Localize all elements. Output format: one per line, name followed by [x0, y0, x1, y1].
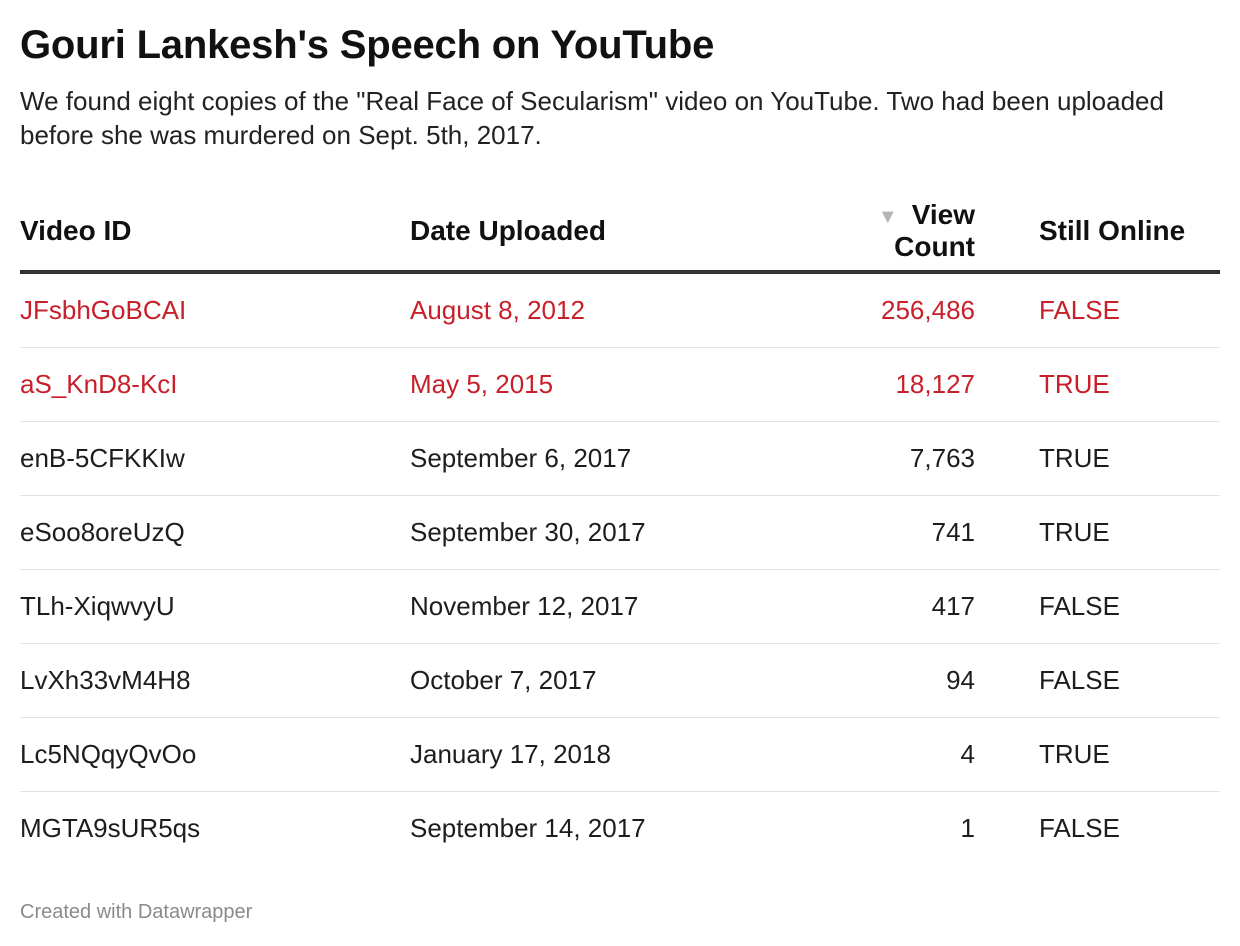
- cell-date-uploaded: October 7, 2017: [410, 643, 800, 718]
- cell-date-uploaded: September 14, 2017: [410, 813, 646, 843]
- table-row: LvXh33vM4H8 October 7, 2017 94 FALSE: [20, 643, 1220, 718]
- cell-still-online: TRUE: [975, 495, 1220, 570]
- cell-video-id: TLh-XiqwvyU: [20, 569, 410, 644]
- cell-date-uploaded: September 6, 2017: [410, 421, 800, 496]
- cell-video-id: Lc5NQqyQvOo: [20, 717, 410, 792]
- cell-still-online: FALSE: [1039, 813, 1120, 843]
- cell-video-id: enB-5CFKKIw: [20, 421, 410, 496]
- cell-video-id: aS_KnD8-KcI: [20, 347, 410, 422]
- table-row: eSoo8oreUzQ September 30, 2017 741 TRUE: [20, 495, 1220, 570]
- cell-date-uploaded: November 12, 2017: [410, 569, 800, 644]
- column-header-view-count[interactable]: ▼ View Count: [800, 192, 975, 274]
- table-row: JFsbhGoBCAI August 8, 2012 256,486 FALSE: [20, 272, 1220, 348]
- cell-view-count: 1: [960, 813, 975, 843]
- cell-still-online: TRUE: [975, 717, 1220, 792]
- cell-date-uploaded: September 30, 2017: [410, 495, 800, 570]
- table-row: enB-5CFKKIw September 6, 2017 7,763 TRUE: [20, 421, 1220, 496]
- cell-still-online: TRUE: [975, 347, 1220, 422]
- cell-video-id: JFsbhGoBCAI: [20, 272, 410, 348]
- chart-container: Gouri Lankesh's Speech on YouTube We fou…: [20, 18, 1220, 865]
- cell-view-count: 94: [800, 643, 975, 718]
- cell-video-id: MGTA9sUR5qs: [20, 813, 201, 843]
- cell-view-count: 4: [800, 717, 975, 792]
- table-row: aS_KnD8-KcI May 5, 2015 18,127 TRUE: [20, 347, 1220, 422]
- cell-view-count: 18,127: [800, 347, 975, 422]
- table-body: JFsbhGoBCAI August 8, 2012 256,486 FALSE aS_…: [20, 272, 1220, 865]
- column-header-video-id[interactable]: Video ID: [20, 192, 410, 274]
- chart-title: Gouri Lankesh's Speech on YouTube: [20, 23, 715, 67]
- cell-video-id: eSoo8oreUzQ: [20, 495, 410, 570]
- column-header-date-uploaded[interactable]: Date Uploaded: [410, 192, 800, 274]
- table-header-row: Video ID Date Uploaded ▼ View Count Still…: [20, 192, 1220, 274]
- sort-descending-icon: ▼: [877, 206, 898, 228]
- cell-still-online: TRUE: [975, 421, 1220, 496]
- table-row: MGTA9sUR5qs September 14, 2017 1 FALSE: [20, 792, 1220, 866]
- footer-credit: Created with Datawrapper: [20, 901, 253, 923]
- cell-still-online: FALSE: [975, 569, 1220, 644]
- cell-date-uploaded: August 8, 2012: [410, 272, 800, 348]
- cell-still-online: FALSE: [975, 643, 1220, 718]
- table-row: Lc5NQqyQvOo January 17, 2018 4 TRUE: [20, 717, 1220, 792]
- cell-still-online: FALSE: [975, 272, 1220, 348]
- cell-video-id: LvXh33vM4H8: [20, 643, 410, 718]
- cell-view-count: 7,763: [800, 421, 975, 496]
- cell-view-count: 741: [800, 495, 975, 570]
- cell-view-count: 417: [800, 569, 975, 644]
- cell-date-uploaded: May 5, 2015: [410, 347, 800, 422]
- data-table: Video ID Date Uploaded ▼ View Count Still…: [20, 192, 1220, 865]
- chart-intro: We found eight copies of the "Real Face …: [20, 86, 1164, 150]
- cell-view-count: 256,486: [800, 272, 975, 348]
- cell-date-uploaded: January 17, 2018: [410, 717, 800, 792]
- column-header-still-online[interactable]: Still Online: [975, 192, 1220, 274]
- column-header-view-count-label: View Count: [894, 199, 975, 262]
- table-row: TLh-XiqwvyU November 12, 2017 417 FALSE: [20, 569, 1220, 644]
